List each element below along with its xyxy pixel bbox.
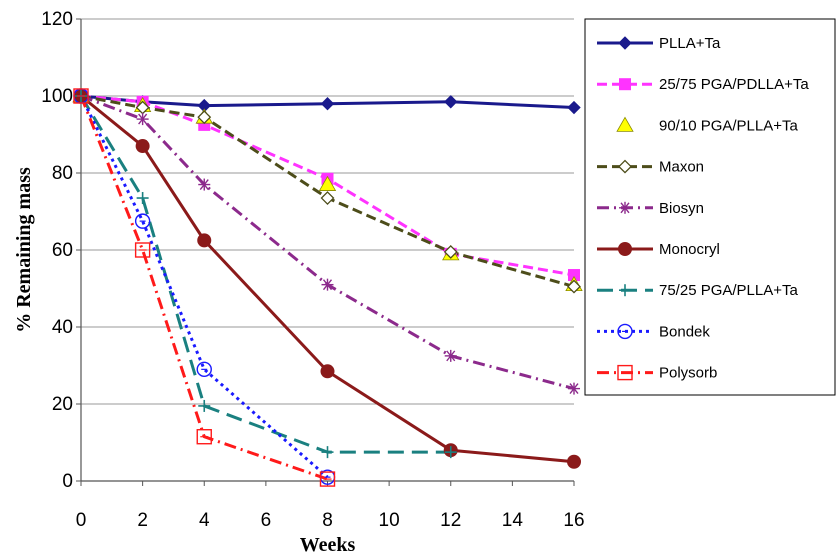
point-polysorb-8 xyxy=(319,471,336,487)
point-polysorb-0 xyxy=(73,88,89,104)
legend-label-25-75-pga-pdlla-ta: 25/75 PGA/PDLLA+Ta xyxy=(659,76,809,93)
axes xyxy=(76,18,575,486)
x-tick-label-16: 16 xyxy=(563,510,584,531)
y-axis-label: % Remaining mass xyxy=(13,167,35,333)
x-tick-label-8: 8 xyxy=(322,510,333,531)
y-tick-label-40: 40 xyxy=(52,317,73,338)
series-bondek xyxy=(79,95,329,479)
series-maxon xyxy=(80,94,575,289)
point-maxon-8 xyxy=(320,191,335,205)
x-tick-label-10: 10 xyxy=(379,510,400,531)
point-polysorb-2-box xyxy=(134,242,151,258)
x-tick-label-2: 2 xyxy=(137,510,148,531)
point-polysorb-0-box xyxy=(73,88,89,104)
x-axis-label: Weeks xyxy=(300,534,356,555)
legend-label-monocryl: Monocryl xyxy=(659,241,720,258)
series-line-polysorb xyxy=(79,95,328,481)
point-polysorb-4 xyxy=(196,429,212,445)
legend-marker-plla-ta xyxy=(618,36,632,50)
tick-labels: 0 20 40 60 80 100 120 0 2 4 6 8 10 12 14 16 xyxy=(41,9,584,531)
legend-marker-75-25-pga-plla-ta xyxy=(619,284,631,297)
point-90-10-pga-plla-ta-8 xyxy=(318,175,337,191)
series-line-bondek xyxy=(79,95,329,479)
point-monocryl-4 xyxy=(197,233,212,248)
series-polysorb xyxy=(79,95,328,481)
series-line-maxon xyxy=(80,94,575,289)
point-bondek-4 xyxy=(196,361,212,378)
point-75-25-pga-plla-ta-4 xyxy=(198,399,211,412)
point-biosyn-16 xyxy=(568,382,580,395)
x-tick-label-14: 14 xyxy=(502,510,524,531)
series-markers-75-25-pga-plla-ta xyxy=(75,90,457,459)
point-bondek-4-ring xyxy=(196,361,212,378)
x-tick-label-0: 0 xyxy=(76,510,87,531)
point-75-25-pga-plla-ta-8 xyxy=(321,446,334,459)
legend-marker-bondek-ring xyxy=(617,323,633,340)
point-bondek-2 xyxy=(134,213,151,229)
point-polysorb-2 xyxy=(134,242,151,258)
legend-marker-maxon xyxy=(618,159,632,174)
legend-marker-90-10-pga-plla-ta xyxy=(616,116,634,132)
series-monocryl xyxy=(80,94,575,464)
point-25-75-pga-pdlla-ta-16 xyxy=(568,269,580,282)
series-group xyxy=(72,87,583,487)
legend-label-75-25-pga-plla-ta: 75/25 PGA/PLLA+Ta xyxy=(659,282,799,299)
legend: PLLA+Ta 25/75 PGA/PDLLA+Ta 90/10 PGA/PLLA+… xyxy=(584,18,836,396)
series-75-25-pga-plla-ta xyxy=(79,95,451,454)
point-plla-ta-16 xyxy=(567,100,581,115)
legend-label-plla-ta: PLLA+Ta xyxy=(659,35,721,52)
point-polysorb-4-box xyxy=(196,429,212,445)
legend-marker-polysorb xyxy=(617,364,633,381)
series-line-75-25-pga-plla-ta xyxy=(79,95,451,454)
series-biosyn xyxy=(80,94,575,391)
series-markers-polysorb xyxy=(73,88,336,487)
point-maxon-16 xyxy=(567,279,581,294)
point-monocryl-2 xyxy=(135,139,150,154)
point-biosyn-4 xyxy=(198,178,211,191)
point-plla-ta-8 xyxy=(320,96,335,111)
legend-label-90-10-pga-plla-ta: 90/10 PGA/PLLA+Ta xyxy=(659,117,799,134)
legend-label-maxon: Maxon xyxy=(659,159,704,176)
point-maxon-12 xyxy=(443,245,458,259)
y-tick-label-120: 120 xyxy=(41,9,73,30)
point-75-25-pga-plla-ta-12 xyxy=(444,446,457,459)
series-markers-biosyn xyxy=(75,90,580,395)
series-markers-90-10-pga-plla-ta xyxy=(72,87,583,292)
y-tick-label-60: 60 xyxy=(52,240,73,261)
point-biosyn-12 xyxy=(444,349,457,362)
point-monocryl-16 xyxy=(567,454,581,469)
y-tick-label-80: 80 xyxy=(52,163,73,184)
legend-label-polysorb: Polysorb xyxy=(659,365,717,382)
point-biosyn-2 xyxy=(136,113,149,126)
x-tick-label-4: 4 xyxy=(199,510,210,531)
series-line-monocryl xyxy=(80,94,575,464)
point-plla-ta-12 xyxy=(444,95,458,109)
legend-marker-bondek xyxy=(617,323,633,340)
legend-label-biosyn: Biosyn xyxy=(659,200,704,217)
x-tick-label-12: 12 xyxy=(440,510,461,531)
series-markers-maxon xyxy=(74,89,581,294)
legend-label-bondek: Bondek xyxy=(659,323,710,340)
point-maxon-4 xyxy=(197,110,212,125)
point-bondek-2-ring xyxy=(134,213,151,229)
point-monocryl-8 xyxy=(320,364,335,379)
grid-lines xyxy=(81,18,574,405)
y-tick-label-20: 20 xyxy=(52,394,73,415)
point-75-25-pga-plla-ta-2 xyxy=(136,192,149,205)
x-tick-label-6: 6 xyxy=(261,510,272,531)
y-tick-label-0: 0 xyxy=(62,471,73,492)
point-polysorb-8-box xyxy=(319,471,336,487)
legend-marker-25-75-pga-pdlla-ta xyxy=(619,78,631,91)
legend-marker-polysorb-box xyxy=(617,364,633,381)
legend-marker-biosyn xyxy=(619,201,631,214)
legend-marker-monocryl xyxy=(618,242,632,256)
point-biosyn-8 xyxy=(321,278,334,291)
series-line-biosyn xyxy=(80,94,575,391)
y-tick-label-100: 100 xyxy=(41,86,73,107)
